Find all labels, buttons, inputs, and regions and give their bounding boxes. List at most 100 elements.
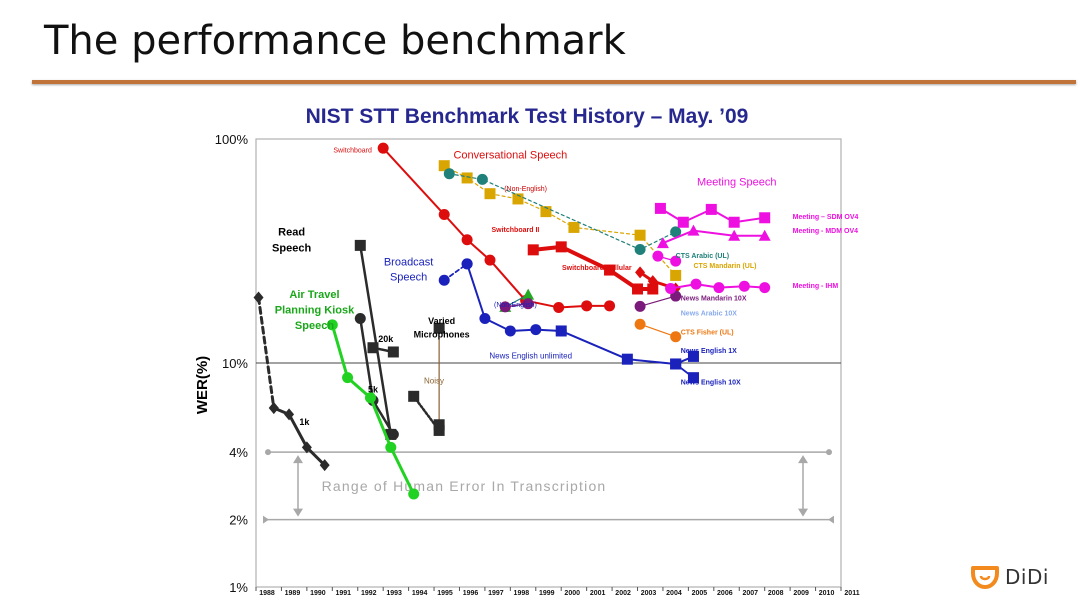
data-point bbox=[484, 254, 496, 266]
x-tick-label: 1991 bbox=[336, 590, 352, 597]
chart-annotation: Microphones bbox=[414, 329, 470, 339]
data-point bbox=[461, 172, 473, 184]
chart-annotation: Switchboard bbox=[333, 148, 372, 155]
series-label: News Mandarin 10X bbox=[681, 296, 747, 303]
human-range-arrowhead bbox=[263, 515, 269, 524]
data-point bbox=[354, 313, 366, 325]
data-point bbox=[385, 441, 397, 453]
x-tick-label: 2006 bbox=[717, 590, 733, 597]
data-point bbox=[687, 350, 699, 362]
y-tick-label: 1% bbox=[229, 580, 248, 595]
chart-annotation: Air Travel bbox=[289, 289, 339, 301]
data-point bbox=[632, 283, 644, 295]
data-point bbox=[301, 441, 312, 454]
data-point bbox=[758, 229, 771, 241]
data-point bbox=[604, 300, 616, 312]
data-point bbox=[387, 346, 399, 358]
data-point bbox=[522, 288, 535, 300]
human-range-arrowhead bbox=[828, 515, 834, 524]
y-axis-label: WER(%) bbox=[194, 356, 211, 414]
series-line bbox=[639, 295, 677, 307]
series-line bbox=[448, 173, 677, 251]
chart-annotation: (Non-English) bbox=[494, 302, 537, 309]
data-point bbox=[553, 301, 565, 313]
data-point bbox=[647, 275, 658, 288]
data-point bbox=[555, 241, 567, 253]
chart-annotation: Speech bbox=[272, 242, 311, 254]
data-point bbox=[504, 325, 516, 337]
x-tick-label: 2008 bbox=[768, 590, 784, 597]
x-tick-label: 1993 bbox=[386, 590, 402, 597]
chart-annotation: Speech bbox=[295, 320, 334, 332]
data-point bbox=[604, 264, 616, 276]
chart-annotation: Switchboard II bbox=[492, 227, 540, 234]
x-tick-label: 1996 bbox=[463, 590, 479, 597]
data-point bbox=[621, 353, 633, 365]
chart-title: NIST STT Benchmark Test History – May. ’… bbox=[306, 105, 749, 128]
series-line bbox=[359, 244, 393, 436]
data-point bbox=[354, 239, 366, 251]
series-line bbox=[639, 323, 677, 338]
data-point bbox=[670, 255, 682, 267]
chart-annotation: 1k bbox=[299, 417, 310, 427]
series-label: Meeting - MDM OV4 bbox=[793, 228, 858, 235]
data-point bbox=[438, 160, 450, 172]
x-tick-label: 1988 bbox=[259, 590, 275, 597]
human-range-arrowhead bbox=[293, 508, 303, 517]
data-point bbox=[476, 173, 488, 185]
data-point bbox=[634, 244, 646, 256]
data-point bbox=[461, 258, 473, 270]
data-point bbox=[654, 202, 666, 214]
y-tick-label: 2% bbox=[229, 513, 248, 528]
x-tick-label: 1995 bbox=[437, 590, 453, 597]
data-point bbox=[690, 278, 702, 290]
data-point bbox=[522, 298, 534, 310]
logo-text: DiDi bbox=[1005, 565, 1049, 589]
data-point bbox=[728, 216, 740, 228]
data-point bbox=[687, 372, 699, 384]
chart-annotation: Noisy bbox=[424, 376, 444, 385]
x-tick-label: 1997 bbox=[488, 590, 504, 597]
data-point bbox=[656, 237, 669, 249]
series-label: News Arabic 10X bbox=[681, 310, 737, 317]
data-point bbox=[364, 392, 376, 404]
series-line bbox=[257, 296, 276, 410]
slide-title: The performance benchmark bbox=[44, 18, 626, 64]
data-point bbox=[387, 428, 399, 440]
data-point bbox=[634, 318, 646, 330]
data-point bbox=[670, 331, 682, 343]
series-label: News English 1X bbox=[681, 348, 737, 355]
data-point bbox=[377, 142, 389, 154]
x-tick-label: 2001 bbox=[590, 590, 606, 597]
data-point bbox=[728, 229, 741, 241]
data-point bbox=[433, 419, 445, 431]
data-point bbox=[530, 324, 542, 336]
x-tick-label: 1998 bbox=[514, 590, 530, 597]
data-point bbox=[499, 301, 511, 313]
data-point bbox=[461, 234, 473, 246]
data-point bbox=[581, 300, 593, 312]
data-point bbox=[652, 250, 664, 262]
series-label: Meeting – SDM OV4 bbox=[793, 214, 859, 221]
data-point bbox=[268, 401, 279, 414]
data-point bbox=[647, 283, 659, 295]
x-tick-label: 1994 bbox=[412, 590, 428, 597]
chart-annotation: Varied bbox=[428, 316, 455, 326]
data-point bbox=[759, 212, 771, 224]
data-point bbox=[540, 206, 552, 218]
data-point bbox=[713, 282, 725, 294]
human-range-dot bbox=[826, 449, 832, 456]
data-point bbox=[253, 291, 264, 304]
chart-annotation: Conversational Speech bbox=[453, 149, 567, 161]
x-tick-label: 2011 bbox=[844, 590, 859, 597]
human-range-arrowhead bbox=[798, 455, 808, 464]
data-point bbox=[512, 193, 524, 205]
series-line bbox=[661, 229, 766, 245]
human-range-label: Range of Human Error In Transcription bbox=[322, 478, 607, 494]
chart-annotation: News English unlimited bbox=[489, 351, 572, 360]
x-tick-label: 2000 bbox=[564, 590, 580, 597]
data-point bbox=[687, 224, 700, 236]
x-tick-label: 2004 bbox=[666, 590, 682, 597]
series-label: News English 10X bbox=[681, 380, 741, 387]
x-tick-label: 1989 bbox=[285, 590, 301, 597]
